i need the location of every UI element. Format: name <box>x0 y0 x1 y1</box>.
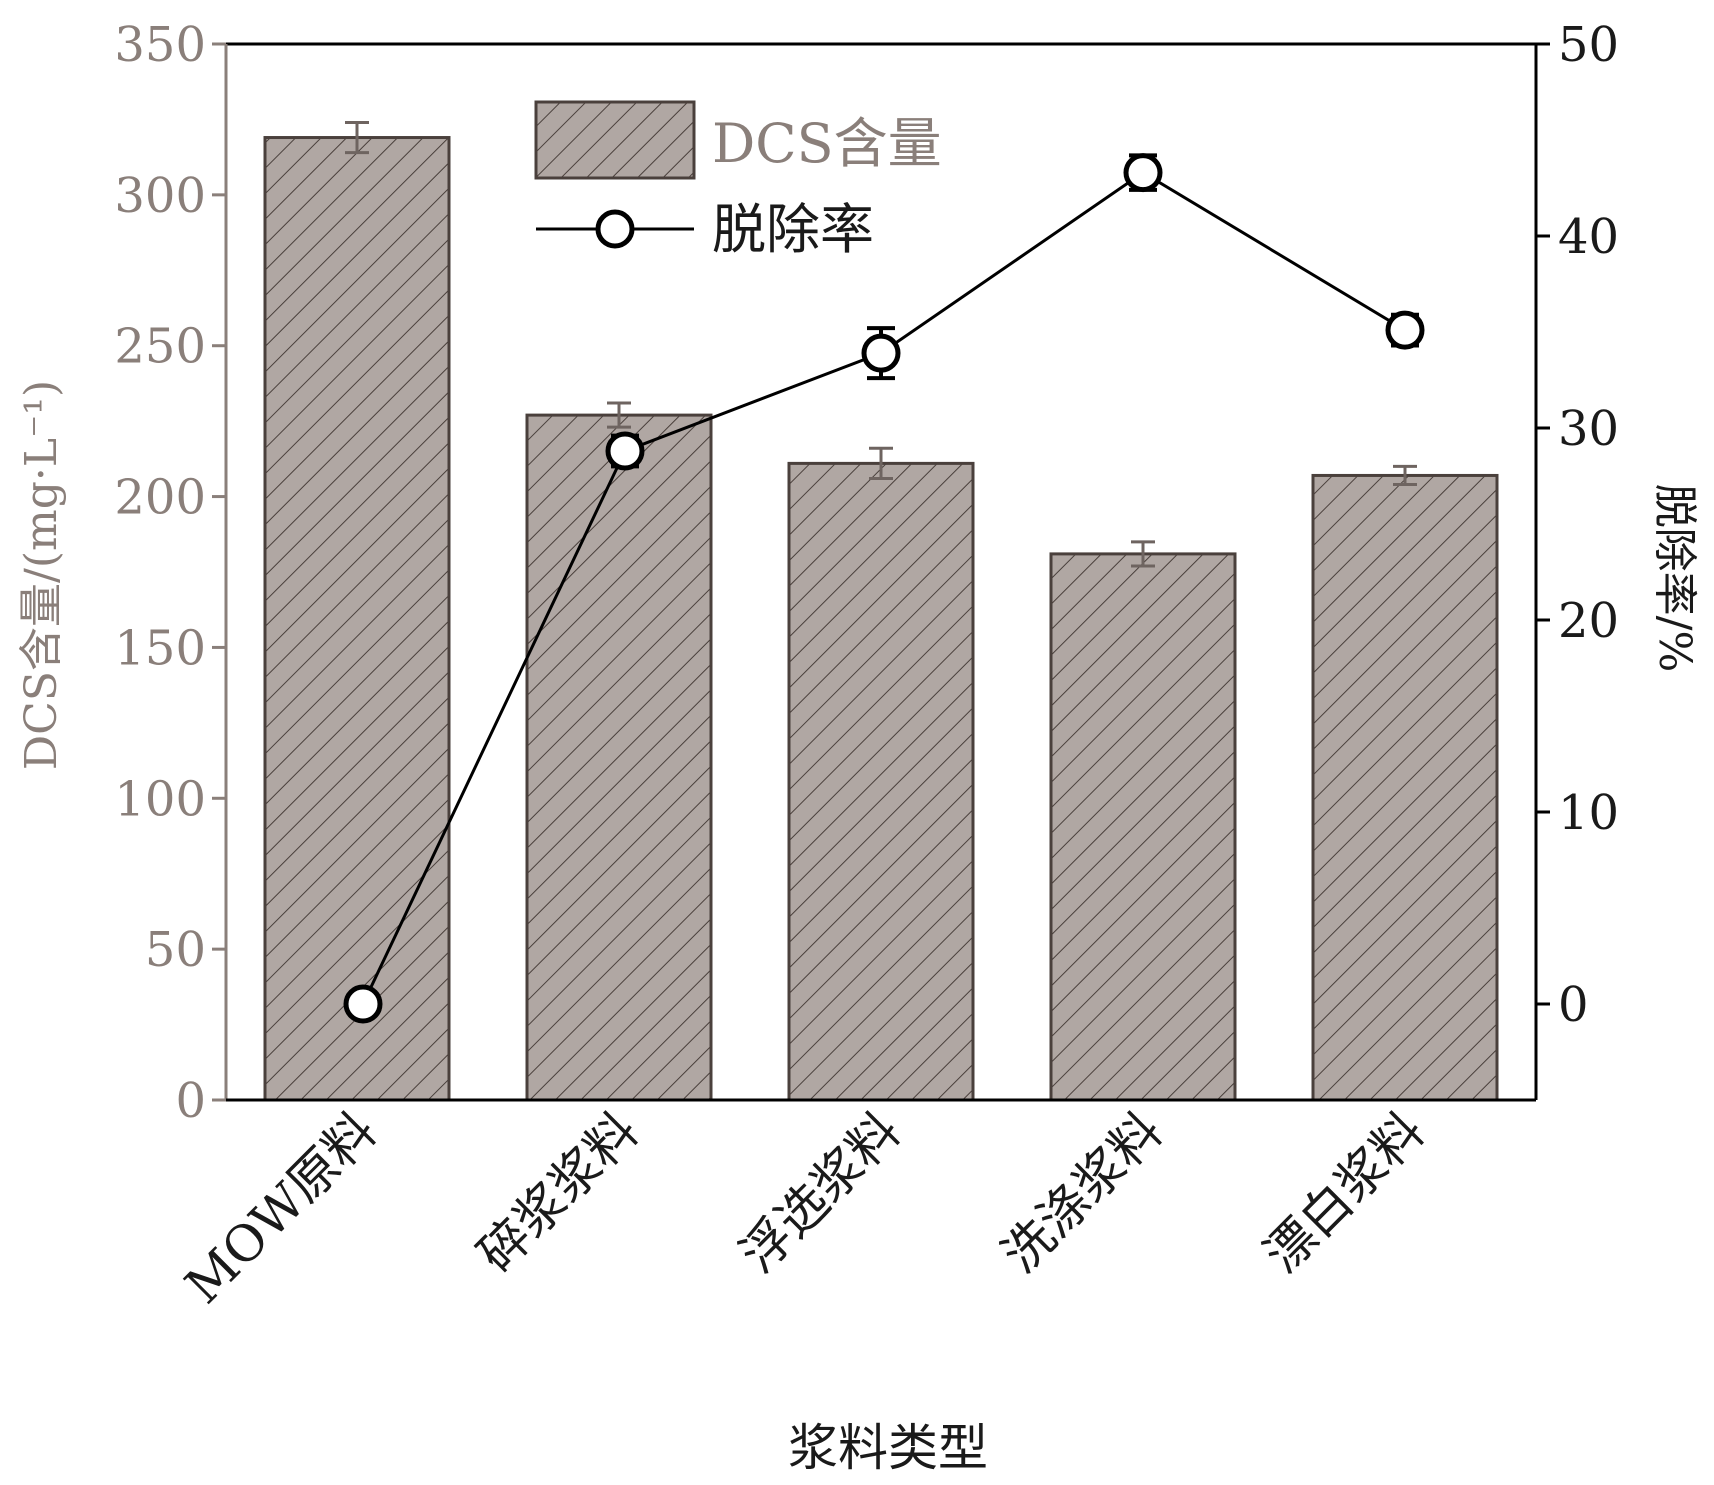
x-tick-label-4: 漂白浆料 <box>1253 1101 1435 1283</box>
legend-marker-swatch <box>595 209 635 249</box>
bar-2 <box>787 461 975 1102</box>
right-tick-label-2: 20 <box>1558 593 1619 649</box>
bar-0 <box>263 136 451 1102</box>
left-tick-label-0: 0 <box>175 1073 206 1129</box>
removal-rate-line-layer <box>343 153 1425 1024</box>
x-axis-ticks: MOW原料 碎浆浆料 浮选浆料 洗涤浆料 漂白浆料 <box>174 1101 1435 1314</box>
left-tick-label-6: 300 <box>114 168 206 224</box>
line-point-3 <box>1123 153 1163 193</box>
bar-4 <box>1311 473 1499 1102</box>
left-tick-label-7: 350 <box>114 17 206 73</box>
x-axis-label: 浆料类型 <box>788 1419 988 1477</box>
left-axis-label: DCS含量/(mg·L⁻¹) <box>16 380 67 770</box>
legend-label-dcs: DCS含量 <box>712 112 942 175</box>
line-point-1 <box>605 431 645 471</box>
x-tick-label-3: 洗涤浆料 <box>991 1101 1173 1283</box>
left-tick-label-4: 200 <box>114 470 206 526</box>
right-tick-label-0: 0 <box>1558 977 1589 1033</box>
left-tick-label-1: 50 <box>145 922 206 978</box>
bar-1 <box>525 413 713 1102</box>
left-tick-label-5: 250 <box>114 319 206 375</box>
bars-layer <box>263 136 1499 1102</box>
legend-bar-swatch <box>534 100 696 180</box>
line-point-2 <box>861 333 901 373</box>
legend-label-removal-rate: 脱除率 <box>712 198 874 261</box>
line-point-4 <box>1385 310 1425 350</box>
x-tick-label-2: 浮选浆料 <box>729 1101 911 1283</box>
right-tick-label-5: 50 <box>1558 17 1619 73</box>
left-tick-label-3: 150 <box>114 620 206 676</box>
bar-errorbars-layer <box>345 120 1417 568</box>
left-tick-label-2: 100 <box>114 771 206 827</box>
left-axis-ticks: 0 50 100 150 200 250 300 350 <box>114 17 226 1129</box>
line-point-0 <box>343 984 383 1024</box>
x-tick-label-1: 碎浆浆料 <box>467 1101 649 1283</box>
right-tick-label-1: 10 <box>1558 785 1619 841</box>
x-tick-label-0: MOW原料 <box>174 1101 387 1314</box>
right-tick-label-4: 40 <box>1558 209 1619 265</box>
right-axis-label: 脱除率/% <box>1649 484 1700 673</box>
bar-3 <box>1049 552 1237 1102</box>
axes-layer <box>224 42 1538 1102</box>
right-tick-label-3: 30 <box>1558 401 1619 457</box>
right-axis-ticks: 0 10 20 30 40 50 <box>1536 17 1619 1033</box>
